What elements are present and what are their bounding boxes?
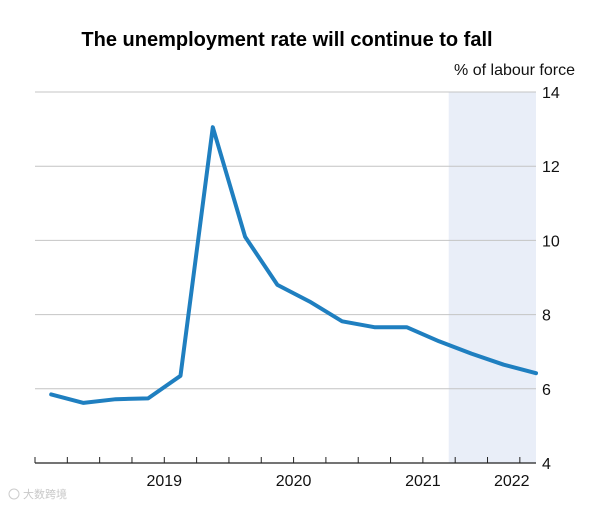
y-tick-label: 14 bbox=[542, 85, 560, 102]
series-line bbox=[49, 125, 538, 405]
x-tick-label: 2020 bbox=[276, 473, 312, 490]
y-tick-label: 12 bbox=[542, 159, 560, 176]
series-layer bbox=[49, 125, 538, 405]
x-tick-label: 2022 bbox=[494, 473, 530, 490]
y-axis-tick-labels: 4 6 8 10 12 14 bbox=[542, 85, 560, 473]
forecast-shading bbox=[448, 92, 536, 463]
chart-title: The unemployment rate will continue to f… bbox=[81, 29, 492, 51]
y-tick-label: 10 bbox=[542, 233, 560, 250]
x-tick-label: 2021 bbox=[405, 473, 441, 490]
gridlines bbox=[35, 91, 536, 390]
x-tick-label: 2019 bbox=[146, 473, 182, 490]
x-axis bbox=[34, 457, 536, 464]
watermark-logo-icon bbox=[8, 488, 20, 500]
y-tick-label: 6 bbox=[542, 382, 551, 399]
watermark: 大数跨境 bbox=[8, 487, 67, 501]
y-tick-label: 4 bbox=[542, 456, 551, 473]
y-tick-label: 8 bbox=[542, 308, 551, 325]
watermark-text: 大数跨境 bbox=[23, 487, 67, 501]
y-axis-unit-label: % of labour force bbox=[454, 62, 575, 79]
x-axis-period-labels: 2019 2020 2021 2022 bbox=[146, 473, 529, 490]
